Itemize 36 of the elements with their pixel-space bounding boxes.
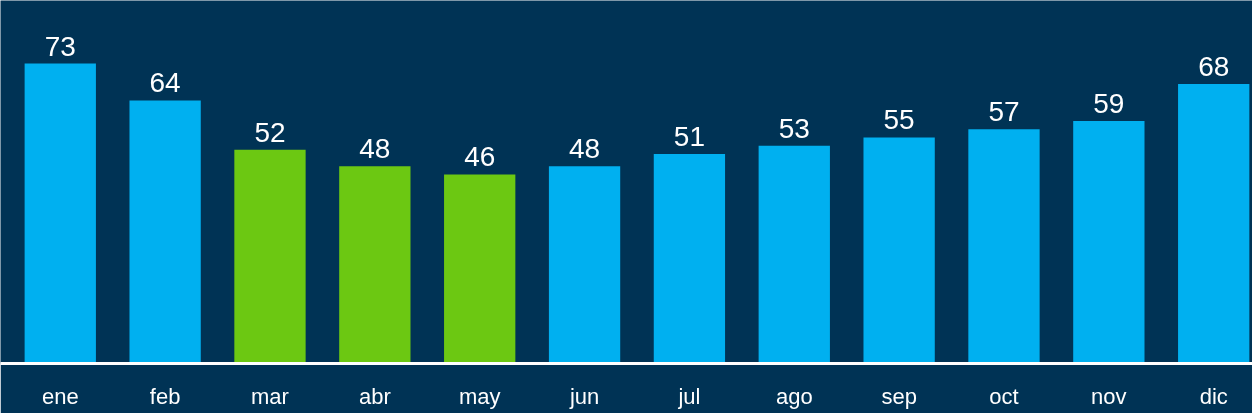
data-label: 68 <box>1198 51 1230 83</box>
bar <box>444 174 516 364</box>
data-label: 59 <box>1093 88 1125 120</box>
bar <box>24 63 96 364</box>
x-tick-label: dic <box>1199 383 1228 409</box>
x-tick-label: mar <box>251 383 289 409</box>
data-label: 48 <box>359 133 391 165</box>
bar <box>339 166 411 364</box>
x-tick-label: sep <box>881 383 917 409</box>
data-label: 64 <box>149 67 181 99</box>
x-tick-label: jul <box>677 383 701 409</box>
bar <box>968 129 1040 364</box>
x-tick-label: ago <box>775 383 813 409</box>
x-tick-label: jun <box>568 383 600 409</box>
data-label: 52 <box>254 116 286 148</box>
bar <box>863 137 935 364</box>
bar <box>1178 84 1250 364</box>
bar <box>548 166 621 364</box>
bar <box>129 100 201 364</box>
bar <box>653 153 726 364</box>
data-label: 73 <box>44 30 76 62</box>
bar <box>1073 121 1145 364</box>
data-label: 46 <box>464 141 496 173</box>
data-label: 53 <box>778 112 810 144</box>
x-tick-label: nov <box>1091 383 1127 409</box>
x-tick-label: abr <box>358 383 391 409</box>
bar <box>758 145 830 364</box>
x-tick-label: oct <box>989 383 1019 409</box>
x-tick-label: may <box>458 383 501 409</box>
x-tick-label: feb <box>149 383 181 409</box>
x-tick-label: ene <box>41 383 79 409</box>
data-label: 57 <box>988 96 1020 128</box>
data-label: 48 <box>568 133 601 165</box>
bar <box>234 149 306 364</box>
data-label: 51 <box>673 120 705 152</box>
data-label: 55 <box>883 104 915 136</box>
